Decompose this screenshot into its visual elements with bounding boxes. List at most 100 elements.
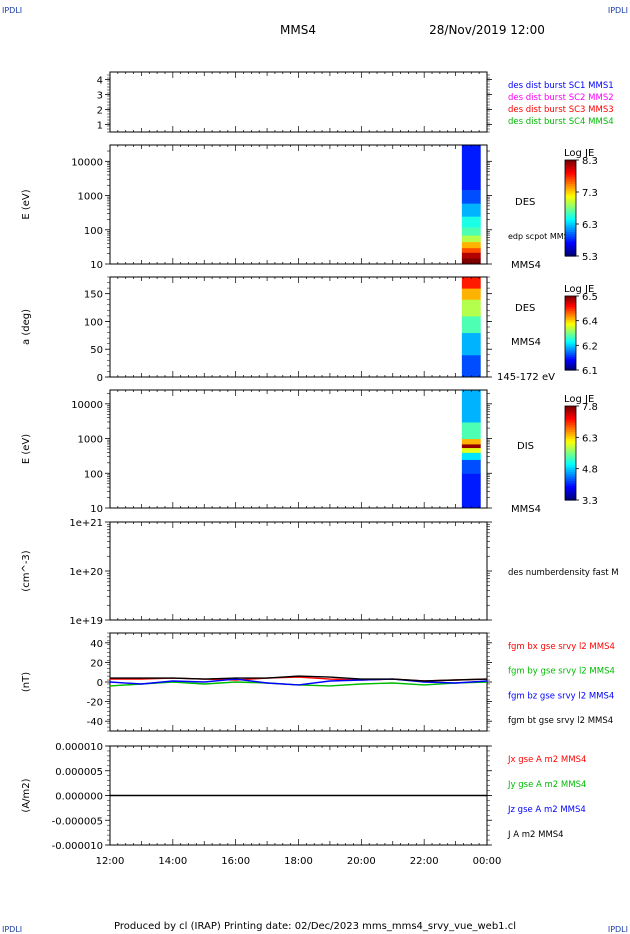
p4-y-tick-label: 10: [90, 504, 103, 515]
p3-colorbar-cell: [565, 299, 576, 303]
p3-heatmap-cell: [461, 332, 481, 356]
p7-legend-entry: Jz gse A m2 MMS4: [507, 805, 586, 815]
p3-heatmap-cell: [461, 315, 481, 334]
p2-panel-label: DES: [515, 197, 535, 208]
p2-colorbar-cell: [565, 248, 576, 252]
p4-heatmap-cell: [461, 421, 481, 440]
x-tick-label: 22:00: [410, 856, 439, 867]
p4-colorbar-cell: [565, 443, 576, 447]
p3-colorbar-cell: [565, 345, 576, 349]
p4-colorbar-tick-label: 7.8: [582, 402, 598, 413]
p6-series-line: [109, 678, 488, 686]
x-tick-label: 14:00: [158, 856, 187, 867]
p2-heatmap-cell: [461, 227, 481, 236]
p3-colorbar-tick-label: 6.5: [582, 292, 598, 303]
p3-colorbar-cell: [565, 310, 576, 314]
p1-frame: [109, 71, 488, 133]
plot-area: 1 2 3 4 des dist burst SC1 MMS1 des dist burs…: [21, 71, 619, 867]
p2-y-tick-label: 10: [90, 260, 103, 271]
p2-colorbar-cell: [565, 198, 576, 202]
p3-colorbar-cell: [565, 316, 576, 319]
p3-colorbar-cell: [565, 334, 576, 338]
p2-colorbar-cell: [565, 222, 576, 226]
p4-y-axis-label: E (eV): [21, 434, 32, 464]
p4-colorbar-cell: [565, 434, 576, 438]
p2-colorbar-cell: [565, 164, 576, 168]
p4-colorbar-cell: [565, 497, 576, 501]
p1-y-tick-label: 4: [97, 76, 103, 87]
p5-y-axis-label: (cm^-3): [21, 550, 32, 591]
p3-panel-label: DES: [515, 303, 535, 314]
p3-colorbar-cell: [565, 312, 576, 316]
p3-colorbar-cell: [565, 325, 576, 329]
p4-heatmap-cell: [461, 473, 481, 509]
p4-heatmap-cell: [461, 438, 481, 445]
p2-colorbar-cell: [565, 191, 576, 195]
p4-colorbar-cell: [565, 448, 576, 452]
p4-colorbar-tick-label: 3.3: [582, 496, 598, 507]
p4-colorbar-cell: [565, 453, 576, 456]
p2-y-axis-label: E (eV): [21, 189, 32, 219]
x-tick-label: 16:00: [221, 856, 250, 867]
p3-colorbar-cell: [565, 333, 576, 336]
x-tick-label: 20:00: [347, 856, 376, 867]
p2-colorbar-cell: [565, 253, 576, 257]
p4-y-tick-label: 1000: [78, 435, 103, 446]
p6-series-line: [110, 675, 488, 682]
p4-colorbar-cell: [565, 450, 576, 454]
p2-colorbar-cell: [565, 246, 576, 250]
p1-y-tick-label: 2: [97, 106, 103, 117]
p1-y-tick-label: 3: [97, 91, 103, 102]
p7-y-tick-label: -0.000010: [52, 841, 103, 852]
p4-colorbar-cell: [565, 492, 576, 496]
p7-legend-entry: Jy gse A m2 MMS4: [507, 780, 586, 790]
p4-heatmap-cell: [461, 452, 481, 460]
p4-colorbar-cell: [565, 417, 576, 421]
p2-colorbar-tick-label: 7.3: [582, 188, 598, 199]
p4-colorbar-cell: [565, 431, 576, 435]
p2-colorbar-cell: [565, 251, 576, 255]
p2-panel-label: MMS4: [511, 260, 541, 271]
corner-label-bottom-right: IPDLI: [608, 925, 628, 934]
p2-heatmap-cell: [461, 216, 481, 228]
p4-frame: [109, 389, 488, 509]
p5-y-tick-label: 1e+20: [69, 567, 103, 578]
p3-y-tick-label: 100: [84, 317, 103, 328]
p1-legend-entry: des dist burst SC2 MMS2: [508, 93, 614, 103]
p5-y-tick-label: 1e+19: [69, 616, 103, 627]
p3-colorbar-cell: [565, 305, 576, 308]
p6-legend-entry: fgm by gse srvy l2 MMS4: [508, 667, 615, 677]
p6-y-tick-label: -40: [87, 717, 103, 728]
p4-colorbar-cell: [565, 469, 576, 473]
p2-colorbar-cell: [565, 172, 576, 175]
p2-heatmap-cell: [461, 235, 481, 243]
p3-colorbar-cell: [565, 358, 576, 362]
p6-legend-entry: fgm bx gse srvy l2 MMS4: [508, 642, 615, 652]
p2-colorbar-cell: [565, 174, 576, 178]
p1-legend-entry: des dist burst SC4 MMS4: [508, 117, 614, 127]
p3-colorbar-cell: [565, 357, 576, 360]
p4-heatmap-cell: [461, 447, 481, 453]
p2-colorbar-cell: [565, 220, 576, 223]
p2-colorbar-cell: [565, 229, 576, 233]
p3-colorbar-tick-label: 6.2: [582, 341, 598, 352]
p2-colorbar-cell: [565, 205, 576, 209]
p3-y-axis-label: a (deg): [21, 309, 32, 345]
p7-legend-entry: Jx gse A m2 MMS4: [507, 755, 586, 765]
p2-heatmap-cell: [461, 145, 481, 191]
p3-y-tick-label: 0: [97, 373, 103, 384]
p7-y-axis-label: (A/m2): [21, 778, 32, 812]
p4-colorbar-title: Log JE: [564, 394, 594, 405]
p3-colorbar-cell: [565, 366, 576, 369]
p2-colorbar-cell: [565, 234, 576, 238]
p4-colorbar-cell: [565, 438, 576, 442]
p3-colorbar-cell: [565, 308, 576, 312]
p3-colorbar-frame: [564, 295, 577, 371]
p2-colorbar-cell: [565, 186, 576, 190]
p3-colorbar-cell: [565, 331, 576, 334]
p2-colorbar-cell: [565, 215, 576, 219]
p2-colorbar-cell: [565, 224, 576, 228]
p4-colorbar-cell: [565, 495, 576, 499]
p6-y-tick-label: -20: [87, 698, 103, 709]
p7-y-tick-label: 0.000000: [55, 792, 103, 803]
